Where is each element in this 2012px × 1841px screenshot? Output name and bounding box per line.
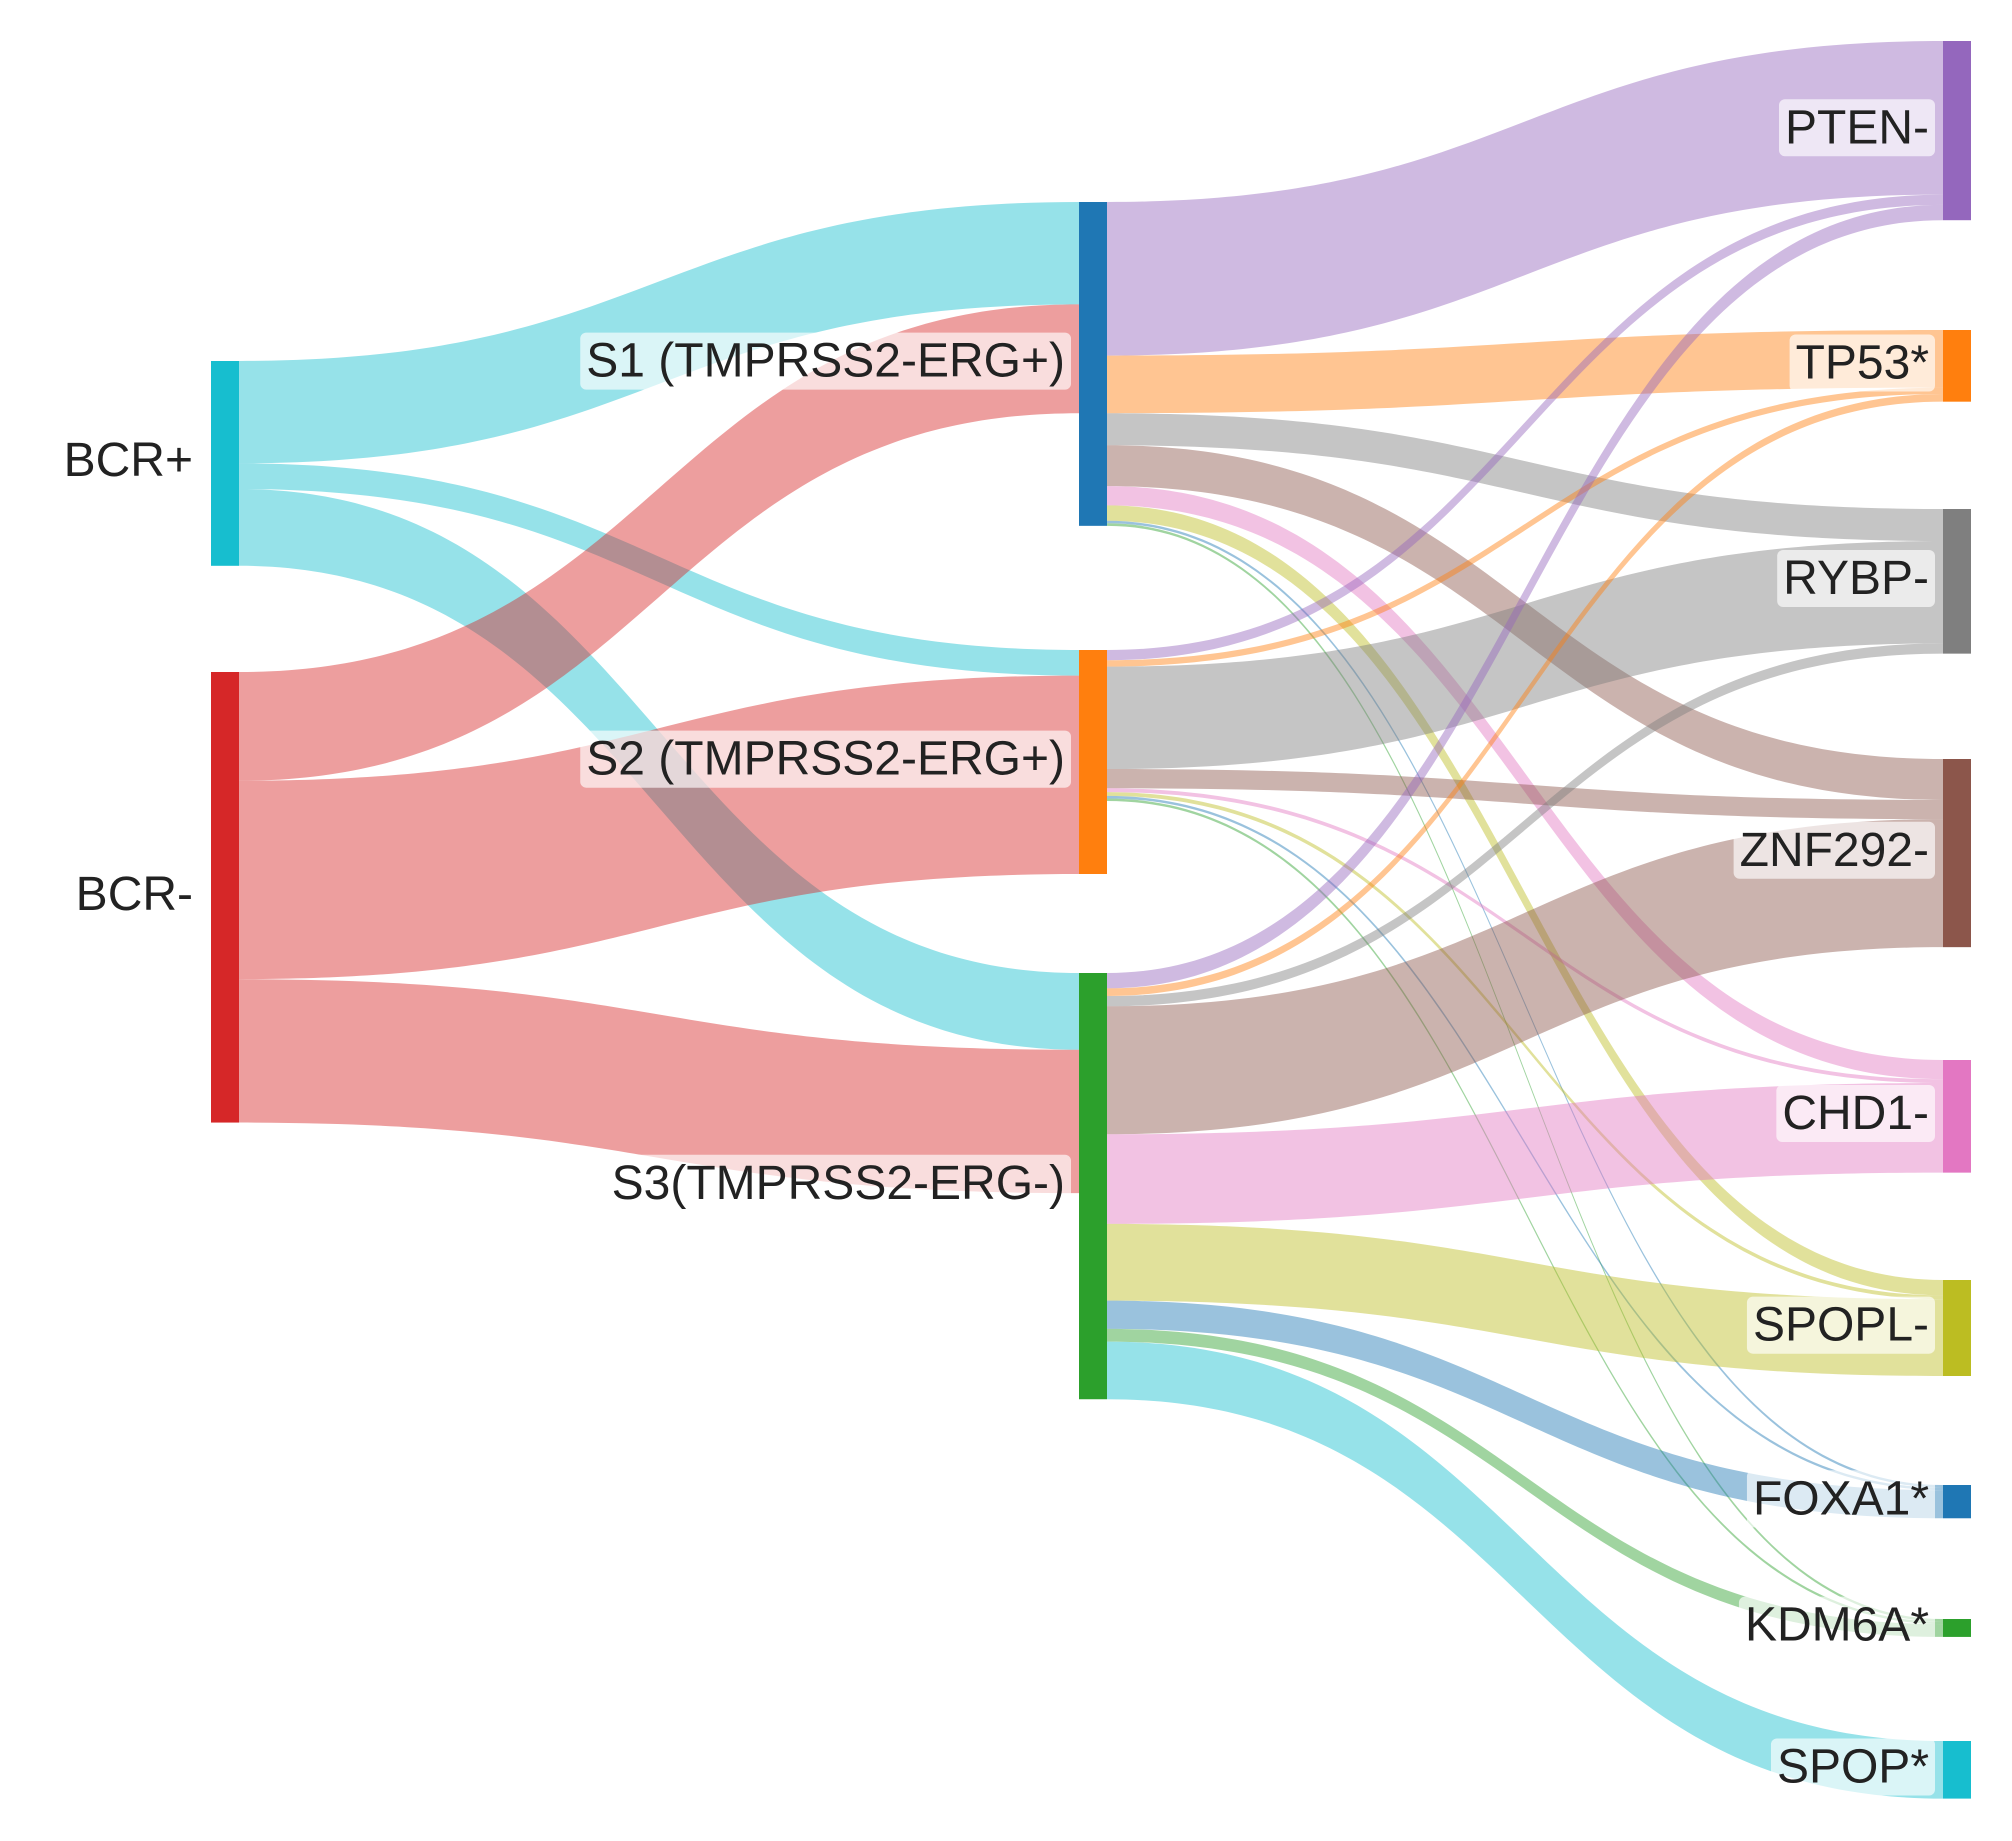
node <box>1079 202 1107 526</box>
link <box>1107 41 1943 356</box>
link <box>239 304 1079 781</box>
link <box>1107 394 1943 997</box>
node-label: CHD1- <box>1782 1087 1929 1140</box>
label-background <box>1776 1084 1935 1143</box>
label-background <box>1746 1470 1935 1528</box>
link <box>239 979 1079 1194</box>
link <box>1107 643 1943 1007</box>
link <box>1107 1328 1943 1637</box>
node-label: KDM6A* <box>1745 1599 1929 1652</box>
link <box>1107 541 1943 770</box>
node <box>1943 1485 1971 1519</box>
node-label: S3(TMPRSS2-ERG-) <box>612 1157 1065 1210</box>
node-label: BCR- <box>76 868 193 921</box>
node <box>1079 973 1107 1400</box>
label-background <box>1789 334 1935 392</box>
links <box>239 41 1943 1799</box>
label-background <box>1733 821 1935 879</box>
link <box>1107 769 1943 820</box>
link <box>1107 788 1943 1084</box>
label-background <box>580 332 1071 390</box>
node <box>1079 650 1107 874</box>
node-label: SPOP* <box>1777 1740 1929 1793</box>
label-background <box>1777 549 1935 608</box>
link <box>1107 505 1943 1296</box>
link <box>1107 523 1943 1622</box>
link <box>1107 204 1943 989</box>
node <box>1943 1280 1971 1376</box>
node <box>1943 41 1971 221</box>
labels: BCR+ BCR- S1 (TMPRSS2-ERG+) S2 (TMPRSS2-ERG… <box>64 99 1935 1796</box>
link <box>1107 1341 1943 1799</box>
link <box>1107 1300 1943 1519</box>
label-background <box>1738 1596 1935 1654</box>
node <box>1943 509 1971 654</box>
link <box>1107 819 1943 1135</box>
label-background <box>1770 1738 1935 1796</box>
label-background <box>1746 1296 1935 1354</box>
node-label: TP53* <box>1796 337 1929 390</box>
label-background <box>1779 99 1935 157</box>
link <box>1107 445 1943 800</box>
node-label: FOXA1* <box>1753 1472 1929 1525</box>
link <box>1107 798 1943 1625</box>
node <box>1943 759 1971 948</box>
link <box>1107 520 1943 1488</box>
link <box>1107 1223 1943 1376</box>
node-label: S2 (TMPRSS2-ERG+) <box>586 733 1065 786</box>
node <box>1943 1060 1971 1173</box>
nodes <box>211 41 1971 1799</box>
node <box>211 361 239 566</box>
link <box>1107 795 1943 1491</box>
node <box>1943 330 1971 402</box>
node <box>1943 1619 1971 1637</box>
node-label: PTEN- <box>1785 101 1929 154</box>
label-background <box>605 1154 1071 1212</box>
link <box>1107 1083 1943 1224</box>
node-label: RYBP- <box>1783 552 1929 605</box>
node <box>211 672 239 1123</box>
link <box>239 463 1079 676</box>
node-label: SPOPL- <box>1753 1299 1929 1352</box>
link <box>1107 330 1943 414</box>
node-label: ZNF292- <box>1740 824 1929 877</box>
label-background <box>580 730 1071 788</box>
node-label: BCR+ <box>64 434 193 487</box>
node-label: S1 (TMPRSS2-ERG+) <box>586 335 1065 388</box>
node <box>1943 1741 1971 1799</box>
link <box>1107 792 1943 1300</box>
link <box>1107 387 1943 667</box>
link <box>1107 486 1943 1080</box>
link <box>1107 194 1943 661</box>
link <box>1107 413 1943 541</box>
